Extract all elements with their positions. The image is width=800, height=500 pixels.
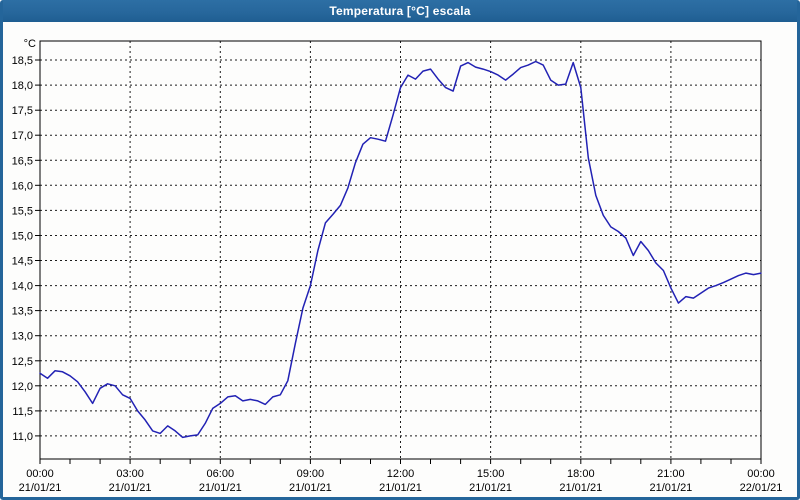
svg-text:21/01/21: 21/01/21: [289, 482, 332, 494]
svg-text:15,0: 15,0: [12, 231, 33, 243]
x-minor-ticks: [39, 459, 762, 464]
svg-text:21/01/21: 21/01/21: [19, 482, 62, 494]
svg-text:00:00: 00:00: [26, 468, 54, 480]
window-title: Temperatura [°C] escala: [329, 4, 471, 18]
svg-text:14,5: 14,5: [12, 256, 33, 268]
svg-text:13,5: 13,5: [12, 306, 33, 318]
svg-text:12,5: 12,5: [12, 356, 33, 368]
svg-text:11,5: 11,5: [12, 406, 33, 418]
svg-text:18,0: 18,0: [12, 80, 33, 92]
svg-text:13,0: 13,0: [12, 331, 33, 343]
svg-text:21/01/21: 21/01/21: [199, 482, 242, 494]
svg-text:16,5: 16,5: [12, 155, 33, 167]
svg-text:06:00: 06:00: [207, 468, 235, 480]
temperature-line-chart: 11,0 11,5 12,0 12,5 13,0 13,5 14,0 14,5 15,0 15,5…: [12, 38, 783, 494]
plot-border: [39, 40, 762, 460]
svg-text:21/01/21: 21/01/21: [379, 482, 422, 494]
svg-text:12:00: 12:00: [387, 468, 415, 480]
svg-text:22/01/21: 22/01/21: [740, 482, 783, 494]
svg-text:12,0: 12,0: [12, 381, 33, 393]
svg-text:17,0: 17,0: [12, 130, 33, 142]
y-axis-unit-label: °C: [24, 38, 36, 50]
title-bar: Temperatura [°C] escala: [3, 0, 797, 22]
svg-text:00:00: 00:00: [747, 468, 775, 480]
svg-text:18,5: 18,5: [12, 55, 33, 67]
svg-text:16,0: 16,0: [12, 180, 33, 192]
svg-text:03:00: 03:00: [116, 468, 144, 480]
svg-text:21:00: 21:00: [657, 468, 685, 480]
svg-text:21/01/21: 21/01/21: [559, 482, 602, 494]
chart-area: 11,0 11,5 12,0 12,5 13,0 13,5 14,0 14,5 15,0 15,5…: [3, 22, 797, 494]
svg-text:21/01/21: 21/01/21: [109, 482, 152, 494]
y-gridlines-and-labels: 11,0 11,5 12,0 12,5 13,0 13,5 14,0 14,5 15,0 15,5…: [12, 55, 761, 443]
svg-text:15:00: 15:00: [477, 468, 505, 480]
svg-text:11,0: 11,0: [12, 431, 33, 443]
x-gridlines-and-labels: 00:00 21/01/21 03:00 21/01/21 06:00 21/01/21 0…: [19, 41, 783, 494]
svg-text:21/01/21: 21/01/21: [469, 482, 512, 494]
svg-text:14,0: 14,0: [12, 281, 33, 293]
temperature-series-line: [39, 60, 762, 439]
svg-text:18:00: 18:00: [567, 468, 595, 480]
svg-text:15,5: 15,5: [12, 205, 33, 217]
svg-text:17,5: 17,5: [12, 105, 33, 117]
svg-text:09:00: 09:00: [297, 468, 325, 480]
svg-text:21/01/21: 21/01/21: [649, 482, 692, 494]
